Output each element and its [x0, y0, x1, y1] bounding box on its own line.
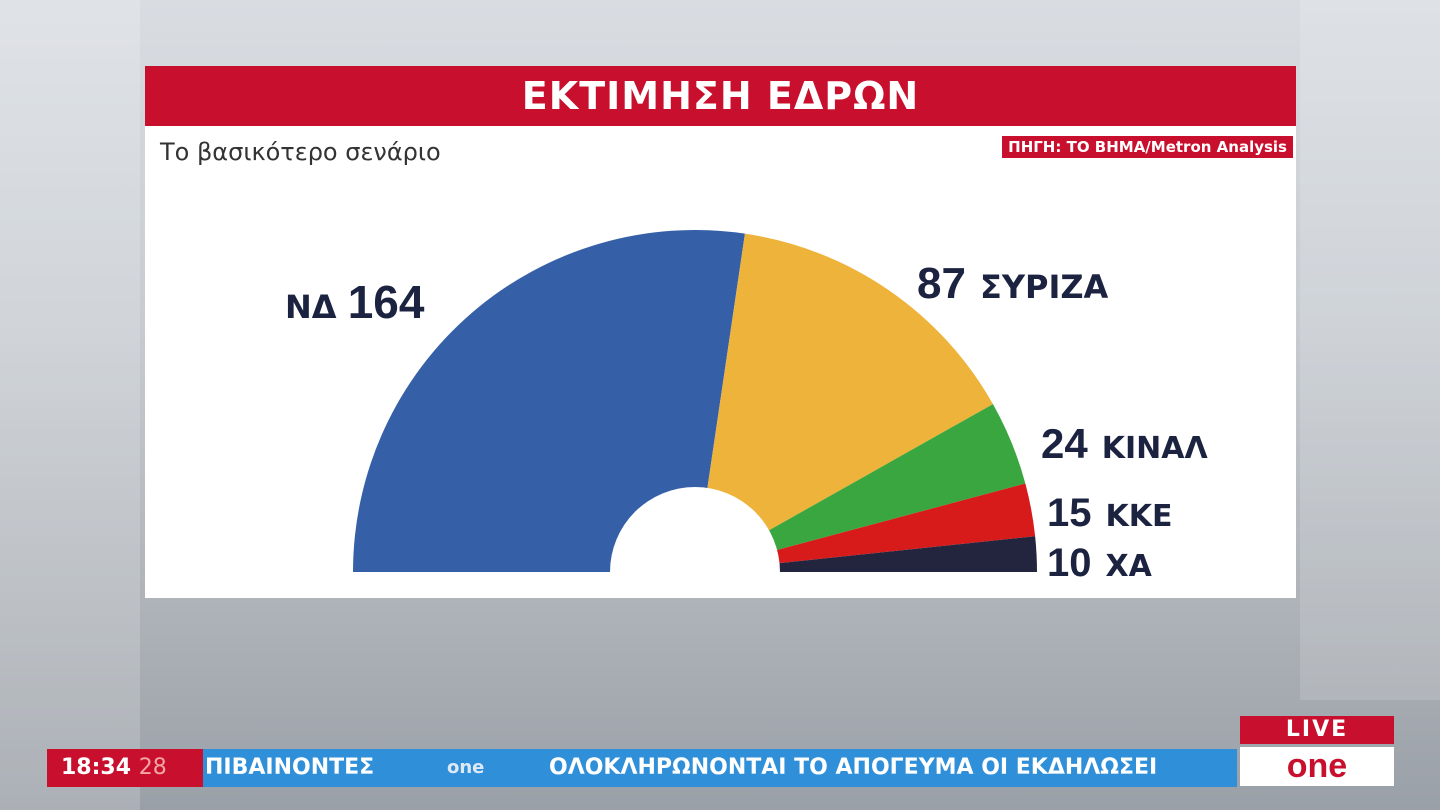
- slice-value: 24: [1041, 420, 1088, 467]
- seat-slice-5: [695, 536, 1037, 572]
- slice-value: 15: [1047, 491, 1092, 535]
- seat-slice-3: [695, 404, 1026, 572]
- source-label: ΠΗΓΗ: ΤΟ ΒΗΜΑ/Metron Analysis: [1002, 136, 1293, 158]
- slice-category: ΝΔ: [285, 288, 348, 326]
- slice-label-2: 87 ΣΥΡΙΖΑ: [917, 259, 1109, 308]
- slice-category: ΧΑ: [1106, 549, 1153, 584]
- ticker-text-left: ΠΙΒΑΙΝΟΝΤΕΣ: [205, 755, 375, 780]
- ticker-channel-logo: one: [447, 757, 485, 778]
- slice-label-5: 10 ΧΑ: [1047, 541, 1153, 585]
- chart-subtitle: Το βασικότερο σενάριο: [160, 138, 441, 166]
- seat-slice-2: [695, 233, 993, 572]
- seat-estimate-card: ΕΚΤΙΜΗΣΗ ΕΔΡΩΝ Το βασικότερο σενάριο ΠΗΓ…: [145, 66, 1296, 598]
- slice-value: 164: [348, 276, 425, 328]
- slice-category: ΣΥΡΙΖΑ: [980, 268, 1109, 306]
- ticker-clock: 18:34 28: [47, 749, 203, 787]
- channel-logo: one: [1240, 747, 1394, 786]
- slice-label-4: 15 ΚΚΕ: [1047, 491, 1173, 535]
- seat-slice-1: [353, 229, 745, 572]
- slice-category: ΚΙΝΑΛ: [1102, 431, 1209, 466]
- seat-slice-4: [695, 483, 1036, 572]
- news-ticker: 18:34 28 ΠΙΒΑΙΝΟΝΤΕΣ one ΟΛΟΚΛΗΡΩΝΟΝΤΑΙ …: [47, 749, 1237, 787]
- live-label: LIVE: [1240, 716, 1394, 744]
- slice-value: 87: [917, 259, 966, 308]
- clock-time: 18:34: [61, 755, 132, 780]
- live-badge: LIVE one: [1240, 716, 1394, 786]
- slice-category: ΚΚΕ: [1106, 499, 1173, 534]
- slice-label-3: 24 ΚΙΝΑΛ: [1041, 420, 1208, 467]
- ticker-text-right: ΟΛΟΚΛΗΡΩΝΟΝΤΑΙ ΤΟ ΑΠΟΓΕΥΜΑ ΟΙ ΕΚΔΗΛΩΣΕΙ: [549, 755, 1158, 780]
- slice-label-1: ΝΔ 164: [285, 276, 425, 328]
- parliament-chart: ΝΔ 164 87 ΣΥΡΙΖΑ 24 ΚΙΝΑΛ 15 ΚΚΕ 10 ΧΑ: [285, 229, 1208, 598]
- slice-value: 10: [1047, 541, 1092, 585]
- clock-seconds: 28: [138, 755, 167, 780]
- background-decoration: [0, 0, 140, 810]
- chart-title: ΕΚΤΙΜΗΣΗ ΕΔΡΩΝ: [145, 66, 1296, 126]
- chart-center-hole: [610, 487, 780, 598]
- background-decoration: [1300, 0, 1440, 700]
